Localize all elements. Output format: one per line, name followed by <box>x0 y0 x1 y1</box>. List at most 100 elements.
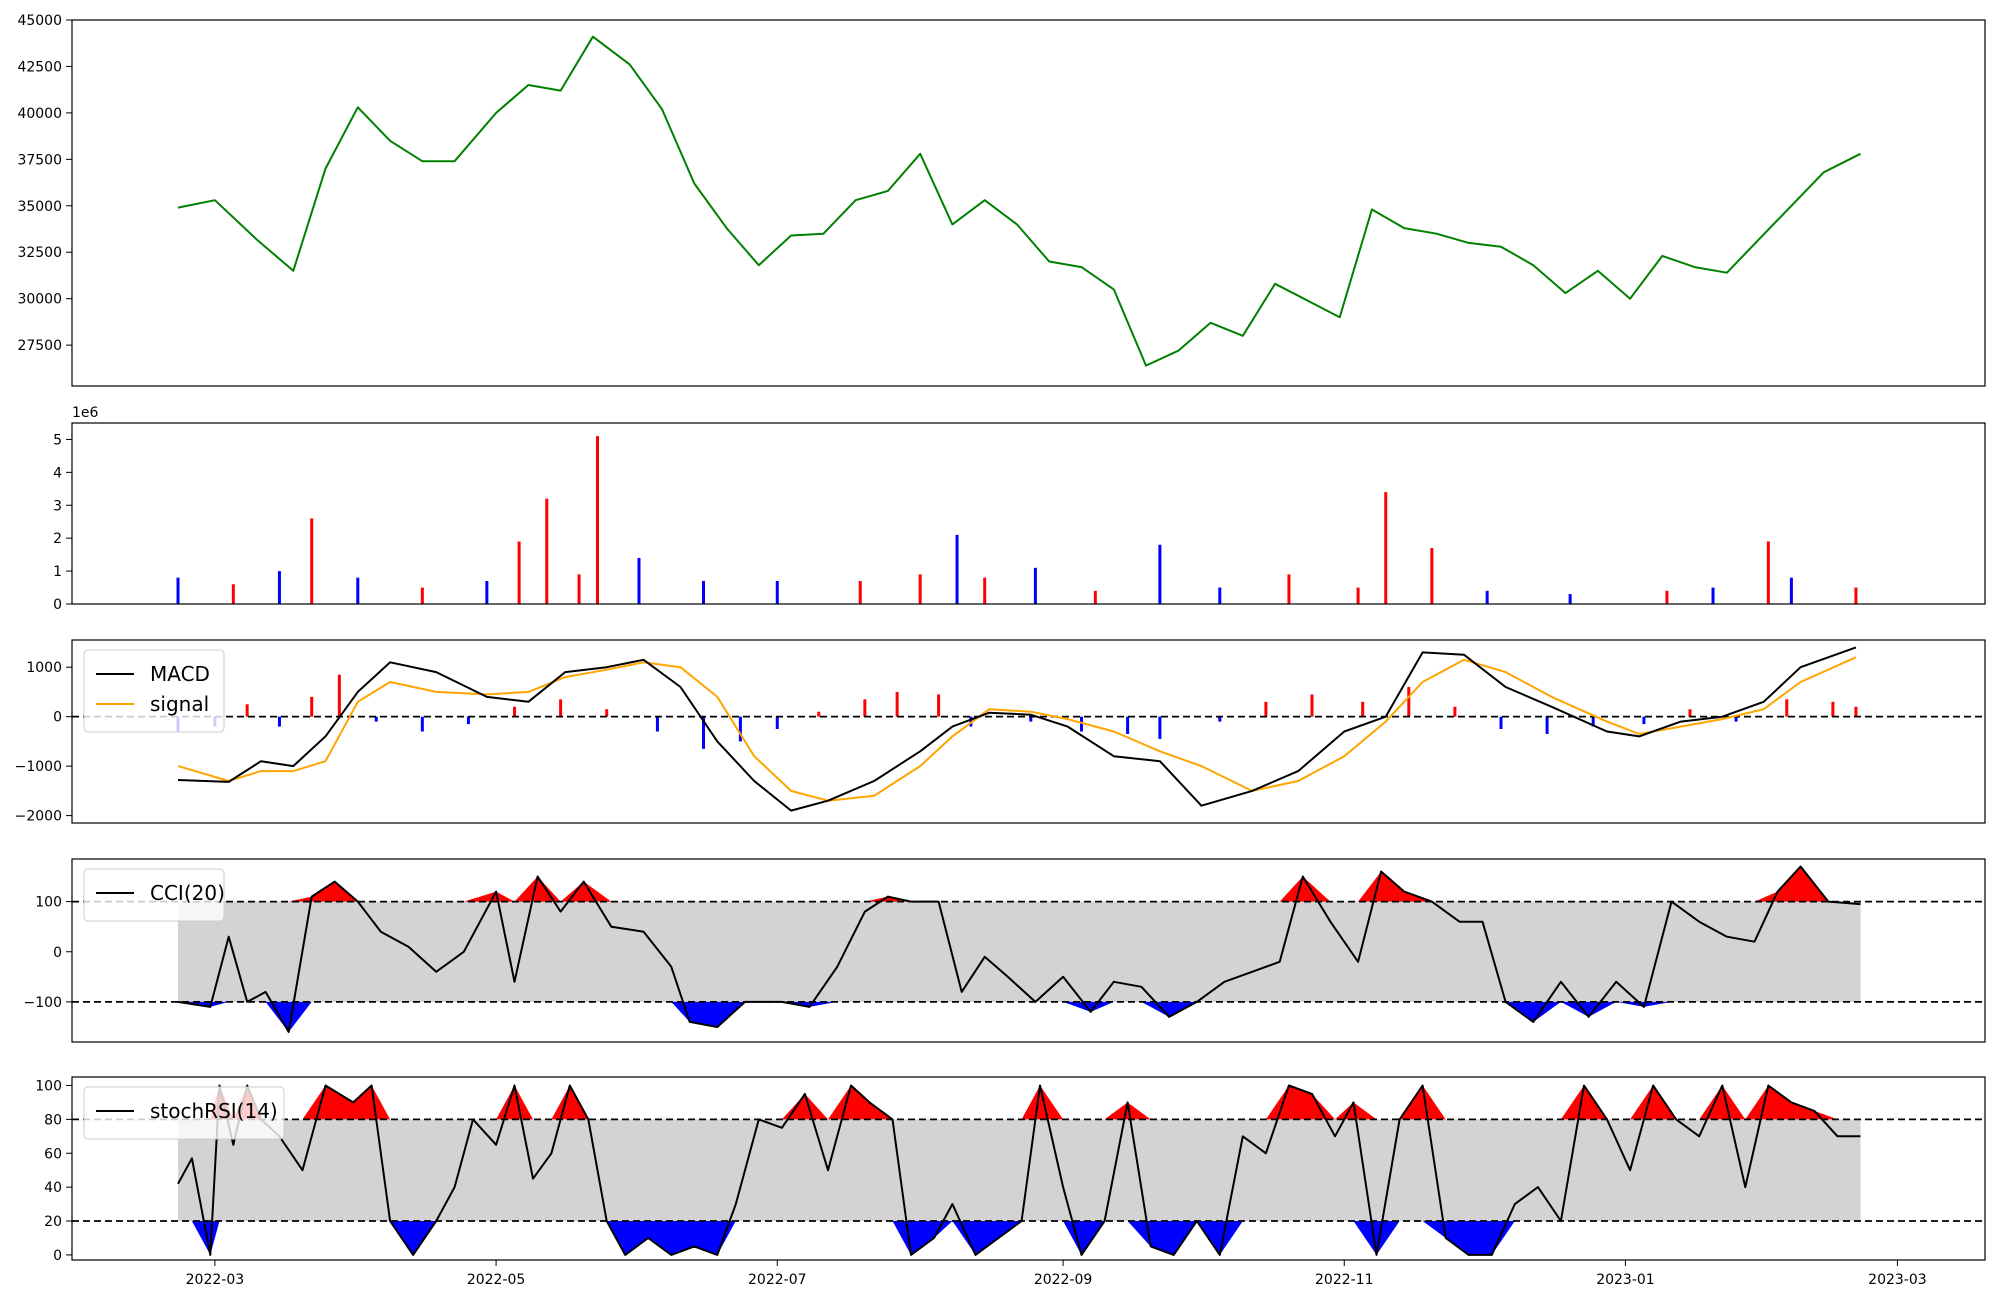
y-tick-label: 100 <box>35 895 62 911</box>
volume-bar <box>1854 587 1858 604</box>
oversold-fill <box>178 1221 1861 1255</box>
cci-panel: −100 0 100 CCI(20) <box>24 858 1986 1043</box>
macd-hist-bar <box>1029 716 1033 722</box>
volume-bar <box>858 580 862 604</box>
y-tick-label: 42500 <box>17 59 62 75</box>
y-tick-label: 0 <box>53 1248 62 1264</box>
y-tick-label: 80 <box>44 1112 62 1128</box>
volume-bar <box>1665 590 1669 604</box>
cci-line <box>177 865 1861 1033</box>
y-tick-label: 100 <box>35 1078 62 1094</box>
volume-bar <box>1430 548 1434 604</box>
y-tick-label: 0 <box>53 945 62 961</box>
y-tick-label: 0 <box>53 597 62 613</box>
volume-bar <box>545 498 549 604</box>
volume-bar <box>918 574 922 604</box>
signal-line <box>177 656 1857 802</box>
axes-frame <box>71 19 1986 387</box>
x-tick-label: 2022-09 <box>1034 1272 1093 1288</box>
volume-bar <box>1356 587 1360 604</box>
volume-exponent-label: 1e6 <box>72 405 99 421</box>
macd-hist-bar <box>1734 716 1738 722</box>
macd-hist-bar <box>863 699 867 717</box>
price-line <box>177 35 1861 367</box>
macd-hist-bar <box>466 716 470 725</box>
legend-box <box>83 1086 285 1140</box>
volume-bar <box>356 577 360 604</box>
macd-hist-bar <box>1642 716 1646 725</box>
legend-box <box>83 649 225 733</box>
volume-bar <box>1158 544 1162 604</box>
overbought-fill <box>178 1085 1861 1120</box>
x-tick-label: 2022-03 <box>186 1272 245 1288</box>
volume-bar <box>775 580 779 604</box>
macd-hist-bar <box>1831 701 1835 717</box>
macd-hist-bar <box>1126 716 1130 734</box>
macd-hist-bar <box>277 716 281 727</box>
y-tick-label: 0 <box>53 710 62 726</box>
volume-bar <box>955 534 959 604</box>
volume-bar <box>485 580 489 604</box>
macd-hist-bar <box>1545 716 1549 734</box>
macd-hist-bar <box>1499 716 1503 730</box>
volume-bar <box>1033 567 1037 604</box>
axes-frame <box>71 1076 1986 1261</box>
macd-hist-bar <box>559 699 563 717</box>
x-tick-label: 2022-07 <box>748 1272 807 1288</box>
y-tick-label: 1 <box>53 564 62 580</box>
legend-label: MACD <box>150 662 210 686</box>
macd-hist-bar <box>1310 694 1314 717</box>
y-tick-label: 5 <box>53 432 62 448</box>
y-tick-label: 60 <box>44 1146 62 1162</box>
x-tick-label: 2023-03 <box>1868 1272 1927 1288</box>
volume-bar <box>577 574 581 604</box>
volume-bar <box>1711 587 1715 604</box>
macd-hist-bar <box>1218 716 1222 722</box>
volume-bar <box>983 577 987 604</box>
axes-frame <box>71 639 1986 824</box>
stochrsi-line <box>177 1084 1861 1256</box>
macd-hist-bar <box>1854 706 1858 717</box>
volume-bar <box>176 577 180 604</box>
volume-bar <box>1789 577 1793 604</box>
neutral-band <box>178 901 1861 1002</box>
macd-hist-bar <box>374 716 378 722</box>
macd-hist-bar <box>1264 701 1268 717</box>
volume-bar <box>1287 574 1291 604</box>
macd-hist-bar <box>310 696 314 717</box>
y-tick-label: −1000 <box>15 759 62 775</box>
macd-hist-bar <box>337 674 341 717</box>
legend-label: CCI(20) <box>150 881 225 905</box>
macd-hist-bar <box>1453 706 1457 717</box>
macd-hist-bar <box>245 704 249 717</box>
legend-label: signal <box>150 692 209 716</box>
overbought-fill <box>178 866 1861 902</box>
macd-hist-bar <box>605 709 609 717</box>
y-tick-label: −100 <box>24 995 62 1011</box>
macd-hist-bar <box>655 716 659 732</box>
volume-bar <box>1766 541 1770 604</box>
macd-hist-bar <box>817 711 821 717</box>
y-tick-label: 40000 <box>17 106 62 122</box>
macd-hist-bar <box>1785 699 1789 717</box>
volume-panel: 0 1 2 3 4 5 1e6 <box>53 405 1986 613</box>
y-tick-label: 20 <box>44 1214 62 1230</box>
volume-bar <box>231 584 235 604</box>
macd-hist-bar <box>702 716 706 749</box>
macd-hist-bar <box>420 716 424 732</box>
y-tick-label: 35000 <box>17 199 62 215</box>
y-tick-label: 30000 <box>17 292 62 308</box>
legend-box <box>83 868 225 922</box>
macd-hist-bar <box>775 716 779 730</box>
oversold-fill <box>178 1001 1861 1032</box>
volume-bar <box>277 571 281 604</box>
y-tick-label: 40 <box>44 1180 62 1196</box>
macd-hist-bar <box>937 694 941 717</box>
price-panel: 27500 30000 32500 35000 37500 40000 42500 45000 <box>17 13 1986 387</box>
volume-bar <box>1218 587 1222 604</box>
volume-bar <box>595 436 599 604</box>
y-tick-label: 37500 <box>17 152 62 168</box>
axes-frame <box>71 422 1986 605</box>
y-tick-label: 4 <box>53 465 62 481</box>
